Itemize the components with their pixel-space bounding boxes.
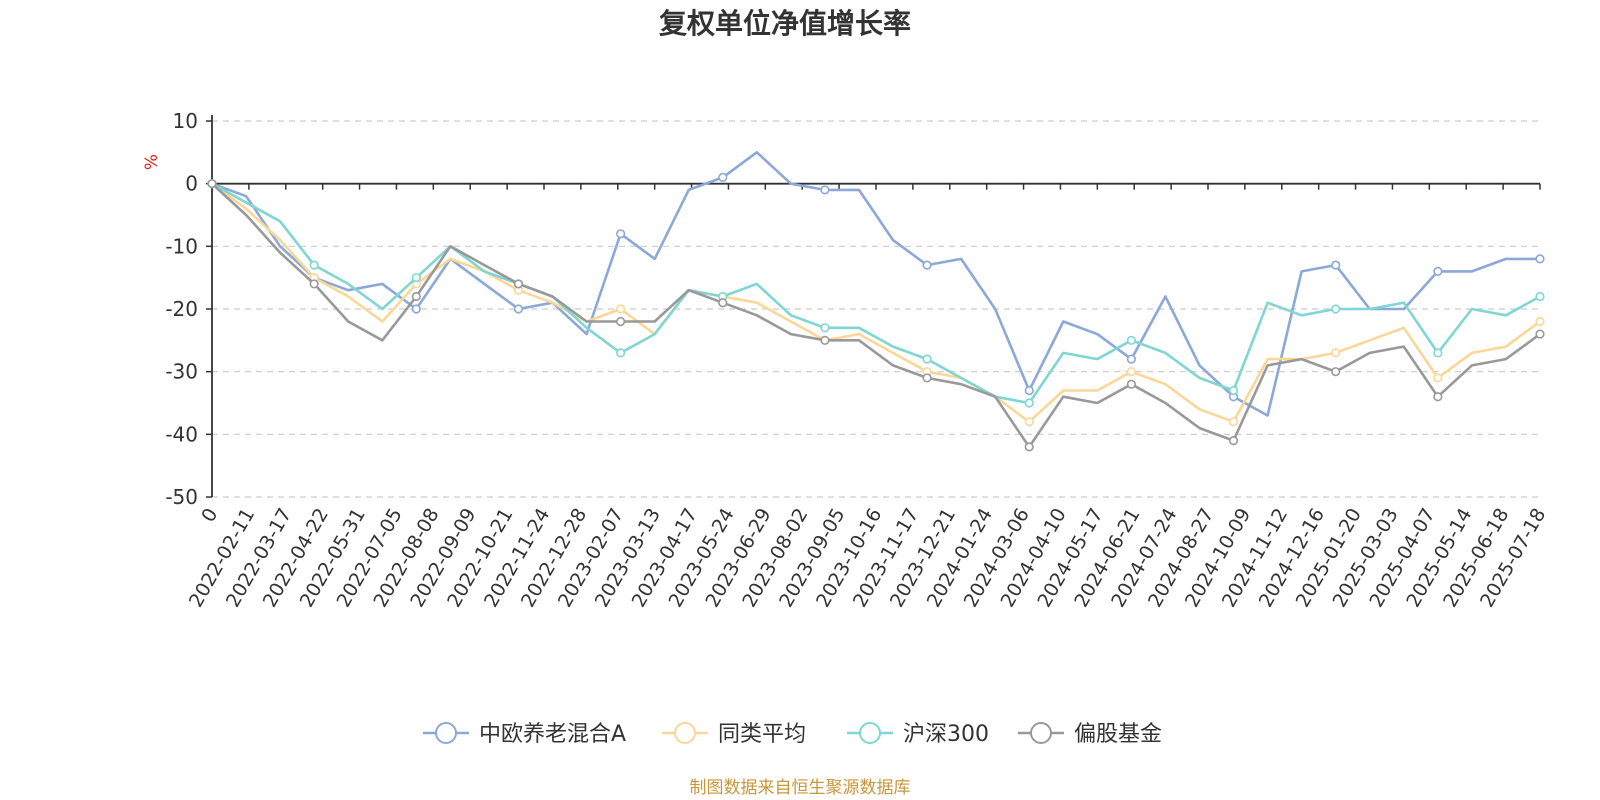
- legend-label[interactable]: 偏股基金: [1074, 722, 1162, 747]
- legend-marker: [435, 722, 457, 744]
- y-tick-label: -30: [165, 360, 198, 384]
- data-point: [820, 323, 830, 333]
- legend-marker: [859, 722, 881, 744]
- series-line: [211, 182, 1541, 449]
- data-point: [1126, 354, 1136, 364]
- grid-lines: [212, 120, 1540, 498]
- data-point: [1228, 417, 1239, 427]
- data-point: [1535, 291, 1545, 302]
- data-point: [1228, 436, 1239, 446]
- data-point: [411, 304, 421, 314]
- y-tick-label: 10: [173, 109, 198, 133]
- data-point: [1126, 379, 1136, 389]
- legend: 中欧养老混合A 同类平均 沪深300 偏股基金: [423, 722, 1162, 747]
- y-tick-label: -10: [165, 234, 198, 258]
- series-lines: [207, 151, 1545, 452]
- data-point: [1433, 266, 1443, 277]
- legend-marker: [674, 722, 696, 744]
- data-point: [207, 179, 217, 189]
- data-point: [616, 229, 626, 239]
- data-point: [922, 373, 932, 383]
- y-tick-label: -50: [165, 485, 198, 509]
- data-point: [1535, 329, 1545, 339]
- data-point: [1024, 442, 1034, 452]
- data-point: [1535, 254, 1545, 264]
- data-point: [1024, 417, 1034, 427]
- data-point: [922, 354, 932, 364]
- data-point: [718, 172, 728, 182]
- data-point: [1331, 260, 1341, 270]
- data-point: [1331, 367, 1341, 377]
- data-point: [1228, 385, 1239, 396]
- data-point: [1024, 398, 1034, 408]
- data-point: [820, 185, 830, 195]
- series-line: [211, 182, 1541, 405]
- data-source-note: 制图数据来自恒生聚源数据库: [690, 778, 911, 798]
- data-point: [616, 304, 626, 314]
- data-point: [1433, 392, 1443, 402]
- axes: [206, 115, 1541, 498]
- data-point: [922, 260, 932, 270]
- data-point: [309, 260, 319, 270]
- chart-title: 复权单位净值增长率: [659, 7, 911, 40]
- data-point: [1126, 367, 1136, 377]
- legend-label[interactable]: 同类平均: [718, 722, 806, 747]
- legend-label[interactable]: 中欧养老混合A: [479, 722, 626, 747]
- data-point: [1331, 348, 1341, 358]
- data-point: [820, 335, 830, 345]
- data-point: [1331, 304, 1341, 314]
- legend-marker: [1030, 722, 1052, 744]
- data-point: [1126, 335, 1136, 345]
- y-tick-labels: 10 0 -10 -20 -30 -40 -50: [165, 109, 198, 509]
- data-point: [616, 348, 626, 358]
- data-point: [616, 316, 626, 327]
- series-line: [211, 151, 1540, 417]
- y-axis-unit-label: %: [142, 154, 162, 170]
- data-point: [309, 279, 319, 289]
- data-point: [513, 279, 524, 289]
- data-point: [1433, 373, 1443, 383]
- data-point: [411, 291, 421, 302]
- data-point: [1433, 348, 1443, 358]
- data-point: [1535, 316, 1545, 327]
- data-point: [718, 298, 728, 308]
- y-tick-label: -20: [165, 297, 198, 321]
- x-tick-labels: 02022-02-112022-03-172022-04-222022-05-3…: [185, 505, 1550, 612]
- data-point: [1024, 385, 1034, 396]
- x-tick-label: 0: [197, 505, 222, 526]
- y-tick-label: -40: [165, 422, 198, 446]
- y-tick-label: 0: [185, 172, 198, 196]
- legend-label[interactable]: 沪深300: [903, 722, 989, 747]
- data-point: [513, 304, 524, 314]
- data-point: [411, 273, 421, 283]
